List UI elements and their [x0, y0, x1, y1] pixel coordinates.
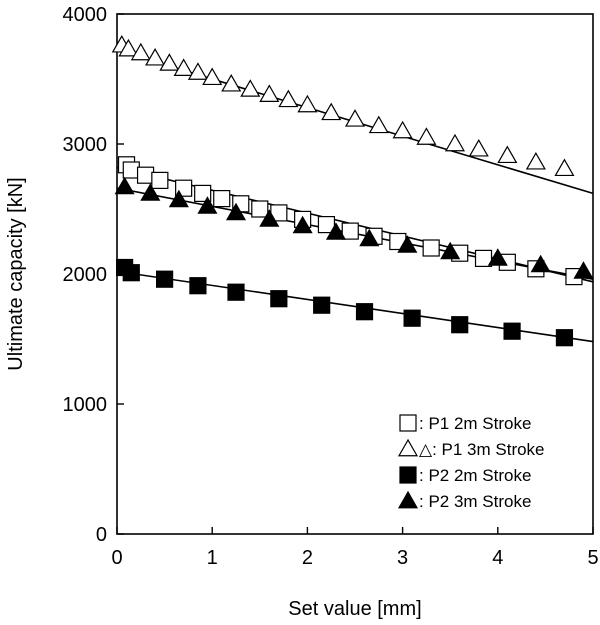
- data-point: [213, 190, 231, 208]
- data-point: [225, 202, 247, 221]
- data-point: [122, 161, 140, 179]
- legend-marker: [397, 438, 419, 457]
- data-point: [278, 89, 299, 108]
- data-point: [487, 248, 508, 266]
- data-point: [313, 296, 331, 314]
- data-point: [525, 151, 546, 170]
- data-point: [392, 120, 413, 139]
- data-point: [555, 329, 574, 347]
- data-markers: [111, 34, 594, 347]
- data-point: [321, 102, 342, 121]
- data-point: [317, 216, 336, 234]
- data-point: [140, 183, 161, 201]
- data-point: [202, 67, 223, 86]
- data-point: [474, 249, 493, 267]
- data-point: [189, 277, 207, 295]
- x-tick-label: 3: [397, 547, 408, 569]
- y-axis-ticks: 0 1000 2000 3000 4000: [63, 4, 124, 546]
- data-point: [403, 309, 421, 327]
- data-point: [440, 241, 461, 260]
- data-point: [173, 58, 194, 76]
- data-point: [151, 171, 169, 189]
- legend-label: : P2 3m Stroke: [419, 492, 531, 511]
- data-point: [497, 145, 518, 164]
- data-point: [416, 127, 437, 145]
- y-tick-label: 3000: [63, 134, 108, 156]
- x-tick-label: 0: [111, 547, 122, 569]
- x-tick-label: 5: [587, 547, 598, 569]
- y-tick-label: 0: [96, 524, 107, 546]
- y-tick-label: 2000: [63, 264, 108, 286]
- data-point: [227, 283, 245, 301]
- data-point: [221, 73, 242, 92]
- legend-marker: [399, 466, 417, 484]
- y-tick-label: 4000: [63, 4, 108, 26]
- data-point: [145, 47, 166, 66]
- legend: : P1 2m Stroke △: P1 3m Stroke : P2 2m Str…: [397, 414, 545, 511]
- x-axis-ticks: 0 1 2 3 4 5: [111, 527, 599, 569]
- data-point: [118, 38, 139, 57]
- data-point: [444, 133, 465, 152]
- data-point: [344, 109, 366, 127]
- x-axis-label: Set value [mm]: [288, 598, 421, 620]
- data-point: [251, 200, 269, 218]
- data-point: [422, 239, 440, 257]
- legend-label: : P2 2m Stroke: [419, 466, 531, 485]
- data-point: [187, 62, 208, 80]
- legend-marker: [397, 490, 419, 509]
- data-point: [197, 196, 218, 214]
- data-point: [530, 254, 551, 273]
- x-tick-label: 4: [492, 547, 503, 569]
- data-point: [156, 270, 174, 288]
- legend-label: : P1 2m Stroke: [419, 414, 531, 433]
- x-tick-label: 2: [302, 547, 313, 569]
- data-point: [122, 264, 140, 282]
- x-tick-label: 1: [207, 547, 218, 569]
- y-axis-label: Ultimate capacity [kN]: [5, 177, 27, 370]
- data-point: [259, 209, 280, 227]
- data-point: [573, 261, 594, 279]
- plot-area: [116, 13, 594, 535]
- data-point: [554, 158, 575, 177]
- legend-label: △: P1 3m Stroke: [419, 440, 545, 459]
- data-point: [114, 176, 135, 195]
- data-point: [397, 235, 418, 253]
- y-tick-label: 1000: [63, 394, 108, 416]
- data-point: [297, 94, 318, 113]
- data-point: [341, 222, 359, 240]
- data-point: [451, 316, 469, 334]
- data-point: [136, 166, 155, 184]
- data-point: [130, 42, 151, 61]
- data-point: [168, 189, 189, 208]
- data-point: [159, 53, 180, 71]
- data-point: [270, 290, 288, 308]
- data-point: [259, 84, 280, 102]
- data-point: [359, 228, 380, 247]
- data-point: [292, 215, 313, 234]
- data-point: [325, 222, 346, 240]
- data-point: [468, 138, 489, 157]
- data-point: [355, 303, 374, 321]
- data-point: [368, 115, 389, 134]
- data-point: [503, 322, 521, 340]
- legend-marker: [399, 414, 417, 432]
- data-point: [194, 184, 212, 202]
- data-point: [240, 79, 261, 97]
